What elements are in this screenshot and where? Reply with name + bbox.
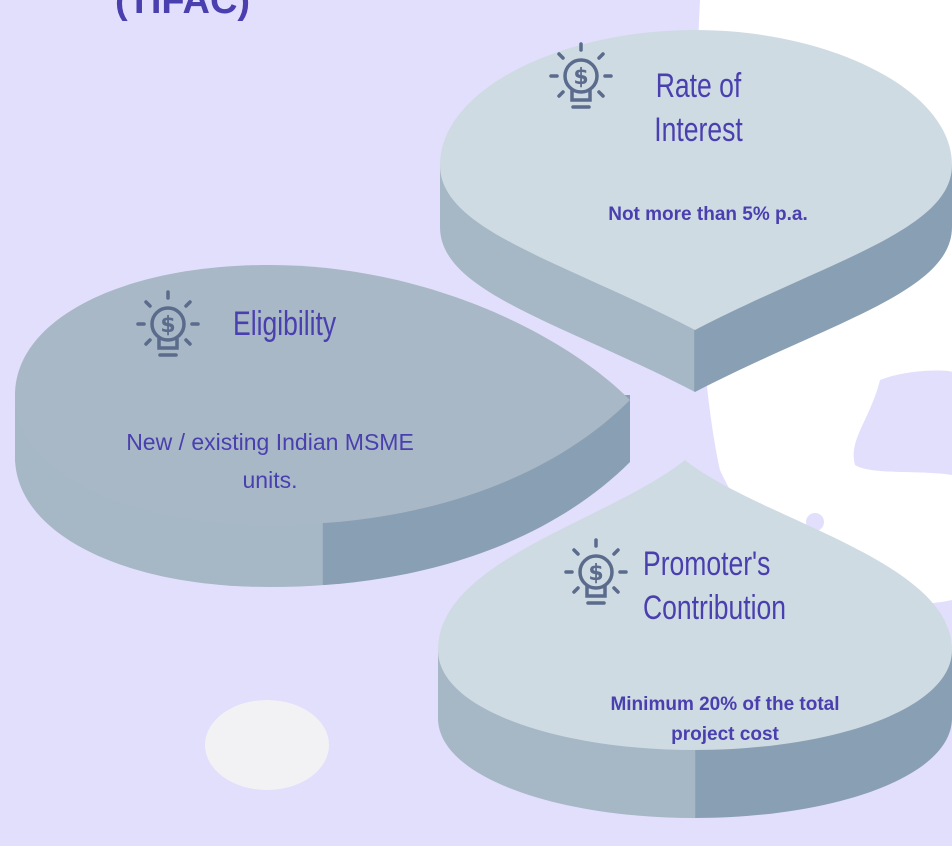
card-text: New / existing Indian MSME units. <box>126 429 414 493</box>
white-circle <box>205 700 329 790</box>
page-title: (TIFAC) <box>115 0 251 22</box>
card-text: Minimum 20% of the total project cost <box>610 694 840 745</box>
card-title: Eligibility <box>233 305 337 343</box>
card-top <box>438 460 952 750</box>
card-title: Promoter's Contribution <box>643 545 787 627</box>
blob <box>853 370 952 475</box>
card-title: Rate of Interest <box>654 67 743 149</box>
card-top <box>440 30 952 330</box>
card-text: Not more than 5% p.a. <box>608 204 808 225</box>
